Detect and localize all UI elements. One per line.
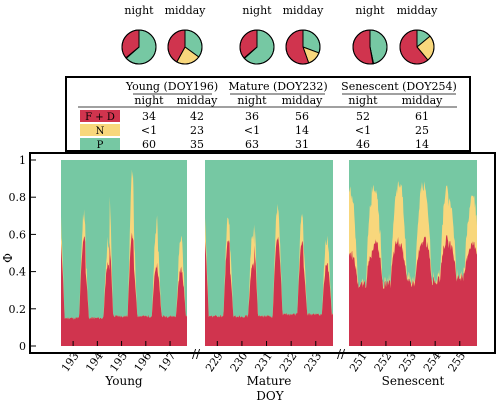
pie-outline xyxy=(167,29,203,65)
table-cell: 34 xyxy=(142,110,156,123)
table-cell: 61 xyxy=(415,110,429,123)
segment-label: Senescent xyxy=(382,374,445,388)
table-cell: 52 xyxy=(356,110,370,123)
x-axis-label: DOY xyxy=(256,389,284,403)
pie-chart: midday xyxy=(283,4,325,65)
legend-swatch xyxy=(80,110,120,122)
table-cell: 23 xyxy=(190,124,204,137)
pie-slice-fd xyxy=(352,29,374,65)
pie-outline xyxy=(352,29,388,65)
pie-chart: night xyxy=(121,4,157,65)
table-subheader: midday xyxy=(402,94,444,107)
legend-label: P xyxy=(97,140,104,151)
summary-table: Young (DOY196) Mature (DOY232) Senescent (… xyxy=(65,76,471,152)
table-cell: 35 xyxy=(190,138,204,151)
legend-swatch xyxy=(80,124,120,136)
table-subheader: night xyxy=(348,94,378,107)
y-axis-label: Φ xyxy=(1,253,15,263)
segment-label: Young xyxy=(104,374,143,388)
pie-label: midday xyxy=(397,4,439,17)
table-cell: 36 xyxy=(245,110,259,123)
pie-outline xyxy=(285,29,321,65)
segment-label: Mature xyxy=(247,374,292,388)
table-group-header: Young (DOY196) xyxy=(125,80,218,93)
pie-outline xyxy=(399,29,435,65)
y-tick-label: 1 xyxy=(19,154,26,167)
y-tick-label: 0 xyxy=(19,340,26,353)
table-cell: 25 xyxy=(415,124,429,137)
legend-label: N xyxy=(96,126,105,137)
table-frame xyxy=(65,76,471,152)
table-cell: 31 xyxy=(295,138,309,151)
pie-charts: night midday night midday night midday xyxy=(121,4,439,65)
table-group-header: Senescent (DOY254) xyxy=(341,80,457,93)
table-subheader: midday xyxy=(282,94,324,107)
pie-chart: midday xyxy=(397,4,439,65)
table-cell: 14 xyxy=(295,124,309,137)
table-group-header: Mature (DOY232) xyxy=(228,80,327,93)
table-cell: 56 xyxy=(295,110,309,123)
pie-chart: night xyxy=(239,4,275,65)
pie-outline xyxy=(239,29,275,65)
series-area-fd xyxy=(61,232,187,346)
y-tick-label: 0.6 xyxy=(9,228,27,241)
pie-outline xyxy=(121,29,157,65)
axis-break-marker: // xyxy=(337,347,346,361)
y-tick-label: 0.4 xyxy=(9,266,27,279)
chart-frame xyxy=(29,152,496,354)
y-tick-label: 0.2 xyxy=(9,303,27,316)
table-cell: 42 xyxy=(190,110,204,123)
pie-label: night xyxy=(242,4,272,17)
pie-chart: night xyxy=(352,4,388,65)
table-cell: 46 xyxy=(356,138,370,151)
table-subheader: night xyxy=(237,94,267,107)
pie-label: night xyxy=(124,4,154,17)
y-tick-label: 0.8 xyxy=(9,191,27,204)
axis-break-marker: // xyxy=(192,347,201,361)
table-subheader: midday xyxy=(177,94,219,107)
table-cell: <1 xyxy=(141,124,157,137)
table-cell: <1 xyxy=(244,124,260,137)
table-cell: 60 xyxy=(142,138,156,151)
series-area-fd xyxy=(349,235,477,346)
table-subheader: night xyxy=(134,94,164,107)
pie-chart: midday xyxy=(165,4,207,65)
legend-label: F + D xyxy=(85,112,115,123)
pie-label: midday xyxy=(283,4,325,17)
table-cell: 63 xyxy=(245,138,259,151)
pie-label: midday xyxy=(165,4,207,17)
series-area-fd xyxy=(205,236,333,346)
legend-swatch xyxy=(80,138,120,150)
table-cell: <1 xyxy=(355,124,371,137)
table-cell: 14 xyxy=(415,138,429,151)
pie-label: night xyxy=(355,4,385,17)
